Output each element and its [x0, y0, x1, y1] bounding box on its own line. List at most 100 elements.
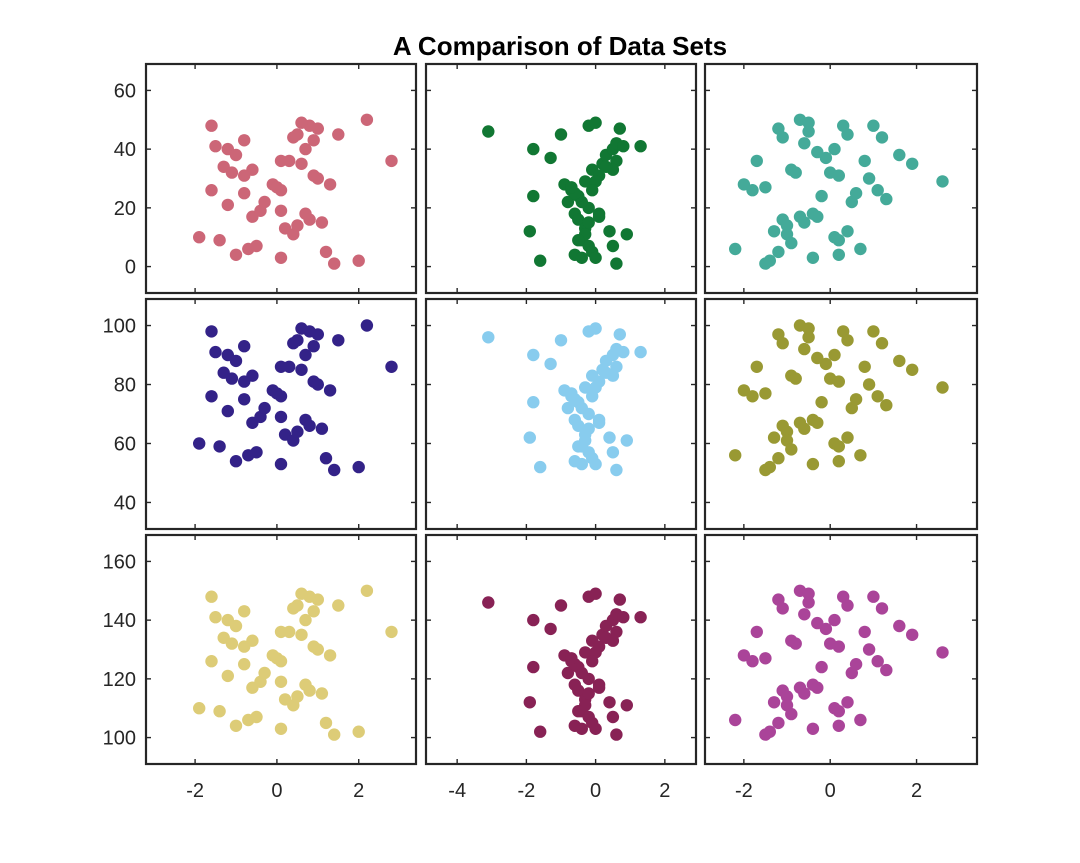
scatter-point — [606, 710, 620, 724]
scatter-point — [815, 396, 828, 409]
scatter-point — [776, 337, 789, 350]
scatter-point — [352, 460, 365, 474]
scatter-point — [523, 225, 536, 238]
scatter-point — [802, 116, 815, 129]
scatter-point — [225, 637, 239, 650]
scatter-point — [303, 213, 316, 226]
scatter-point — [767, 431, 781, 444]
scatter-point — [841, 334, 854, 347]
scatter-point — [193, 437, 206, 450]
scatter-point — [871, 390, 884, 403]
scatter-point — [586, 390, 599, 403]
scatter-point — [274, 251, 288, 264]
panel-1-2 — [703, 297, 979, 531]
scatter-point — [238, 605, 251, 618]
scatter-point — [832, 719, 845, 732]
panel-1-1 — [424, 297, 698, 531]
scatter-point — [634, 140, 647, 153]
scatter-point — [776, 602, 789, 615]
scatter-point — [599, 160, 613, 173]
scatter-point — [572, 213, 585, 226]
scatter-point — [319, 716, 333, 730]
scatter-point — [832, 705, 845, 718]
scatter-point — [238, 393, 251, 406]
scatter-point — [582, 422, 595, 435]
scatter-point — [258, 195, 271, 209]
x-tick-label: -2 — [735, 780, 753, 802]
scatter-point — [579, 175, 592, 188]
scatter-point — [613, 328, 626, 341]
x-tick-label: -2 — [186, 780, 204, 802]
scatter-point — [759, 463, 772, 477]
scatter-point — [554, 128, 568, 141]
axes-labels-layer: -2 0 2 -4 -2 0 2 -2 0 202040604060801001001201401… — [103, 80, 923, 802]
scatter-point — [603, 225, 616, 238]
scatter-point — [617, 345, 630, 359]
scatter-point — [225, 166, 239, 179]
scatter-point — [772, 716, 785, 730]
scatter-point — [213, 440, 226, 453]
scatter-point — [238, 658, 251, 671]
scatter-point — [250, 710, 263, 724]
scatter-point — [229, 148, 243, 162]
scatter-point — [893, 354, 906, 368]
scatter-point — [798, 608, 811, 621]
scatter-point — [798, 687, 811, 700]
scatter-point — [258, 401, 271, 415]
scatter-point — [871, 184, 884, 197]
scatter-point — [772, 452, 785, 465]
scatter-point — [785, 443, 798, 456]
scatter-point — [360, 584, 374, 597]
scatter-point — [544, 357, 557, 371]
scatter-point — [729, 242, 742, 256]
scatter-point — [307, 134, 320, 147]
panel-frame — [703, 297, 979, 531]
scatter-point — [572, 705, 585, 718]
scatter-point — [589, 722, 602, 735]
scatter-point — [802, 587, 815, 600]
scatter-point — [229, 354, 243, 368]
scatter-point — [828, 142, 841, 156]
scatter-point — [606, 446, 620, 459]
scatter-point — [811, 210, 824, 223]
y-tick-label: 20 — [114, 198, 136, 220]
scatter-point — [565, 181, 578, 194]
scatter-point — [274, 655, 288, 668]
scatter-point — [906, 157, 919, 170]
y-tick-label: 40 — [114, 139, 136, 161]
scatter-point — [572, 684, 585, 697]
scatter-point — [554, 599, 568, 612]
scatter-point — [205, 184, 218, 197]
panel-0-2 — [703, 62, 979, 295]
scatter-point — [849, 393, 863, 406]
scatter-point — [225, 372, 239, 385]
scatter-point — [785, 707, 798, 721]
scatter-point — [482, 125, 495, 138]
scatter-point — [303, 419, 316, 432]
scatter-point — [258, 666, 271, 680]
scatter-point — [332, 128, 345, 141]
scatter-point — [841, 128, 854, 141]
scatter-point — [880, 192, 893, 206]
scatter-point — [832, 375, 845, 388]
scatter-point — [205, 590, 218, 603]
scatter-point — [221, 198, 234, 212]
scatter-point — [592, 681, 606, 694]
scatter-point — [274, 457, 288, 471]
scatter-point — [858, 360, 871, 373]
scatter-point — [250, 239, 263, 253]
scatter-point — [205, 325, 218, 338]
scatter-point — [523, 431, 536, 444]
scatter-point — [589, 322, 602, 335]
scatter-point — [729, 449, 742, 462]
scatter-point — [360, 113, 374, 127]
scatter-point — [589, 457, 602, 471]
scatter-point — [295, 322, 308, 335]
scatter-point — [936, 175, 949, 188]
scatter-point — [209, 345, 222, 359]
scatter-point — [811, 616, 824, 630]
scatter-point — [287, 602, 300, 615]
panel-2-1 — [424, 533, 698, 766]
scatter-point — [315, 216, 329, 229]
scatter-point — [238, 169, 251, 182]
